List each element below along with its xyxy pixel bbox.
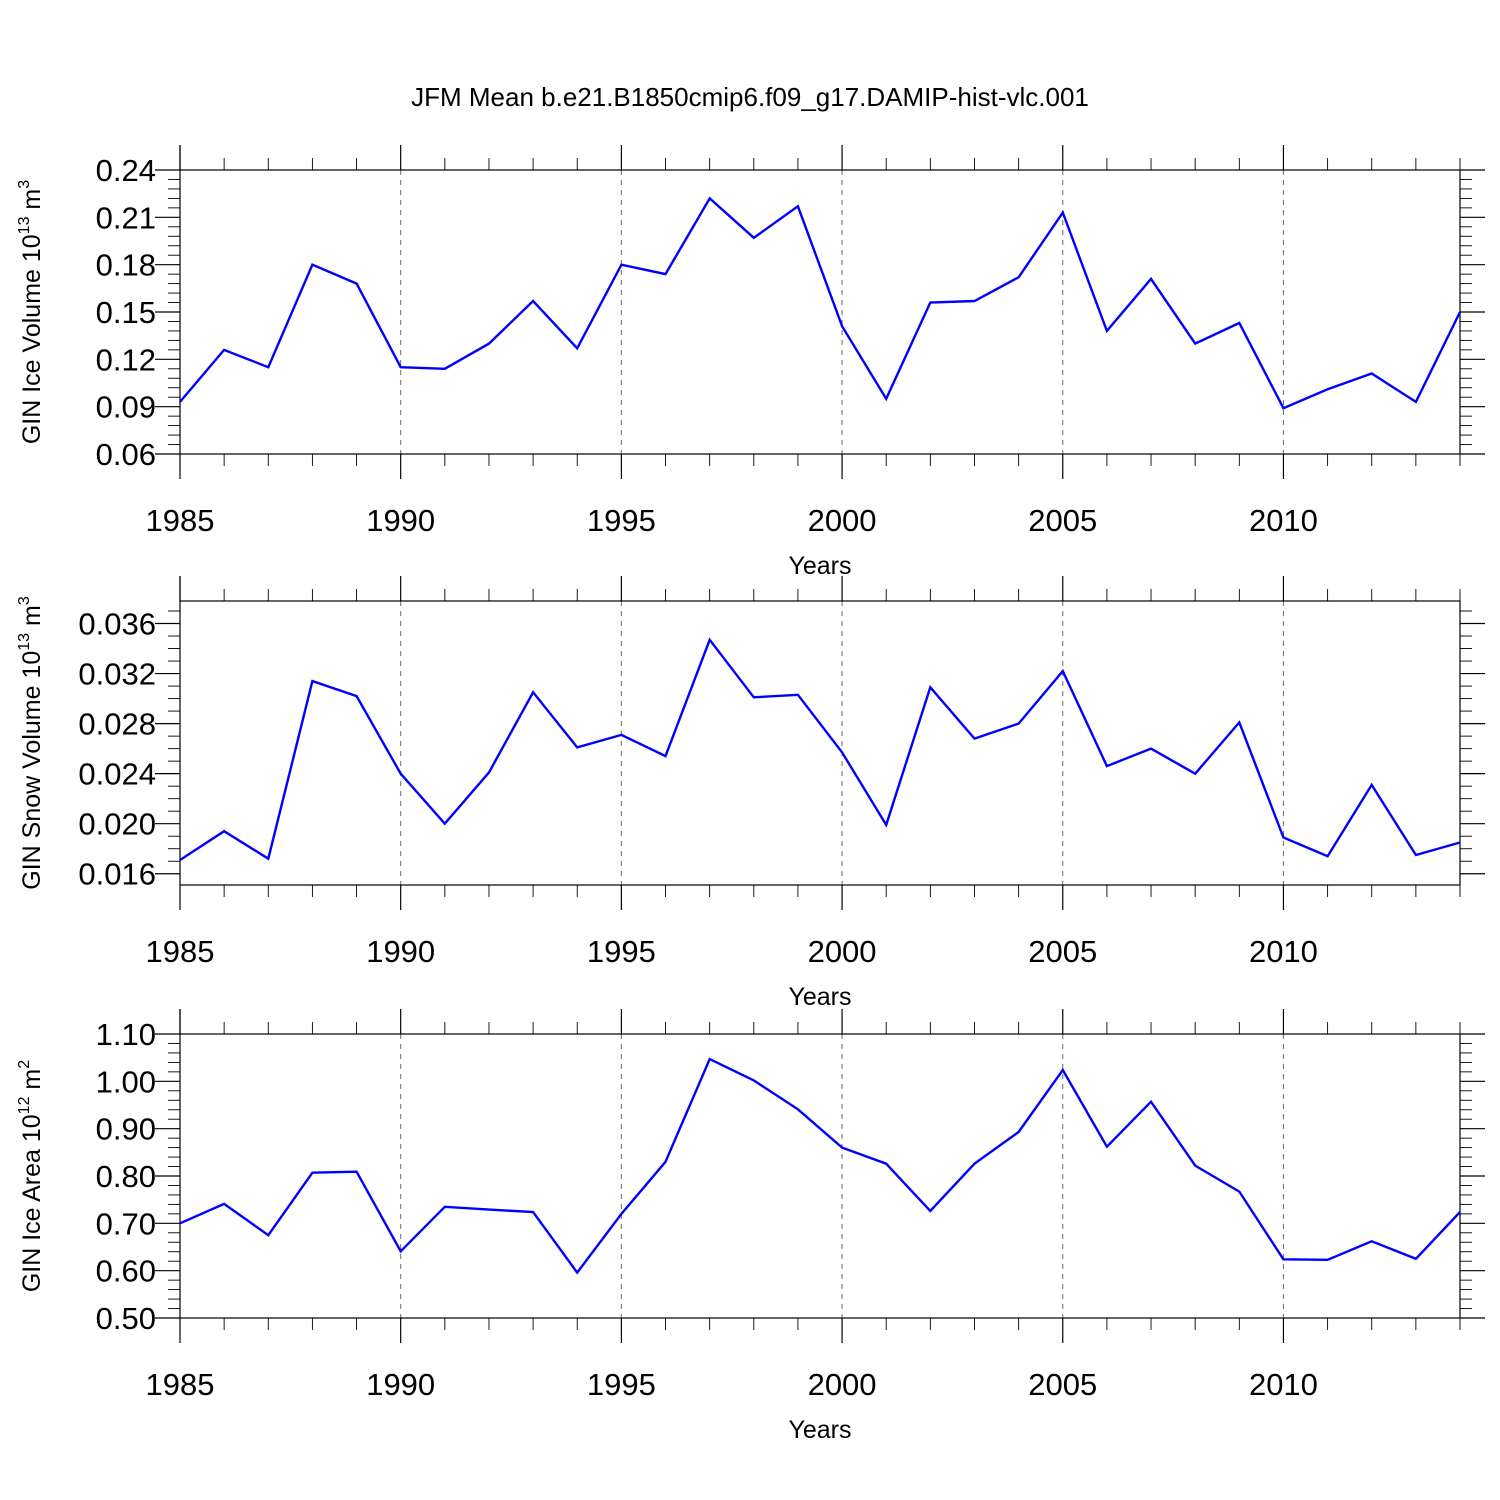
x-tick-label: 2005 — [1028, 934, 1097, 969]
y-tick-label: 0.80 — [96, 1159, 156, 1194]
series-line — [179, 1057, 1461, 1275]
x-tick-label: 1990 — [366, 934, 435, 969]
plot-frame — [179, 1033, 1461, 1319]
y-tick-label: 0.50 — [96, 1301, 156, 1336]
y-tick-label: 0.020 — [78, 807, 156, 842]
chart-panel-2: 1985 1990 1995 2000 2005 2010 Years 0.016 0.020 0… — [16, 576, 1485, 1011]
x-tick-label: 1995 — [587, 1367, 656, 1402]
x-tick-label: 2000 — [808, 503, 877, 538]
x-tick-label: 1995 — [587, 934, 656, 969]
x-tick-label: 1995 — [587, 503, 656, 538]
x-tick-label: 2005 — [1028, 1367, 1097, 1402]
x-tick-label: 1990 — [366, 503, 435, 538]
y-tick-label: 0.21 — [96, 200, 156, 235]
x-tick-label: 2000 — [808, 934, 877, 969]
x-tick-label: 2005 — [1028, 503, 1097, 538]
plot-frame — [179, 600, 1461, 886]
x-tick-label: 1985 — [146, 1367, 215, 1402]
x-tick-label: 1990 — [366, 1367, 435, 1402]
x-axis-label: Years — [788, 1416, 851, 1444]
y-axis-label-text: GIN Snow Volume 10 — [18, 651, 46, 890]
y-tick-label: 0.032 — [78, 657, 156, 692]
y-axis-label-unit: m — [18, 189, 46, 217]
y-tick-label: 0.70 — [96, 1206, 156, 1241]
y-tick-label: 1.10 — [96, 1017, 156, 1052]
x-tick-label: 2010 — [1249, 503, 1318, 538]
y-axis-label-text: GIN Ice Volume 10 — [18, 234, 46, 444]
x-tick-label: 1985 — [146, 503, 215, 538]
y-axis-label-exponent: 13 — [16, 633, 33, 651]
x-axis-label: Years — [788, 552, 851, 580]
y-axis-label-unit: m — [18, 605, 46, 633]
y-tick-label: 0.036 — [78, 607, 156, 642]
y-tick-label: 0.60 — [96, 1254, 156, 1289]
y-axis-label-text: GIN Ice Area 10 — [18, 1114, 46, 1292]
y-tick-label: 1.00 — [96, 1064, 156, 1099]
x-tick-label: 1985 — [146, 934, 215, 969]
y-tick-label: 0.18 — [96, 248, 156, 283]
y-tick-label: 0.09 — [96, 390, 156, 425]
y-axis-label-unit-exponent: 3 — [16, 180, 33, 189]
y-axis-label-exponent: 12 — [16, 1096, 33, 1114]
y-tick-label: 0.90 — [96, 1112, 156, 1147]
figure-title: JFM Mean b.e21.B1850cmip6.f09_g17.DAMIP-… — [411, 82, 1089, 112]
y-axis-label: GIN Ice Volume 1013 m3 — [16, 180, 46, 444]
x-tick-label: 2000 — [808, 1367, 877, 1402]
y-tick-label: 0.15 — [96, 295, 156, 330]
panels: 1985 1990 1995 2000 2005 2010 Years 0.06 0.09 0.1… — [16, 145, 1485, 1444]
series-line — [179, 196, 1462, 410]
x-tick-label: 2010 — [1249, 1367, 1318, 1402]
y-tick-label: 0.24 — [96, 153, 156, 188]
y-axis-label-exponent: 13 — [16, 216, 33, 234]
series-line — [179, 637, 1461, 862]
y-tick-label: 0.06 — [96, 437, 156, 472]
chart-panel-1: 1985 1990 1995 2000 2005 2010 Years 0.06 0.09 0.1… — [16, 145, 1485, 580]
y-tick-label: 0.016 — [78, 857, 156, 892]
y-axis-label-unit-exponent: 3 — [16, 596, 33, 605]
y-axis-label-unit-exponent: 2 — [16, 1060, 33, 1069]
y-axis-label: GIN Ice Area 1012 m2 — [16, 1060, 46, 1292]
y-tick-label: 0.12 — [96, 342, 156, 377]
y-axis-label-unit: m — [18, 1069, 46, 1097]
y-axis-label: GIN Snow Volume 1013 m3 — [16, 596, 46, 890]
y-tick-label: 0.028 — [78, 707, 156, 742]
chart-panel-3: 1985 1990 1995 2000 2005 2010 Years 0.50 0.60 0.7… — [16, 1009, 1485, 1444]
x-tick-label: 2010 — [1249, 934, 1318, 969]
x-axis-label: Years — [788, 983, 851, 1011]
y-tick-label: 0.024 — [78, 757, 156, 792]
